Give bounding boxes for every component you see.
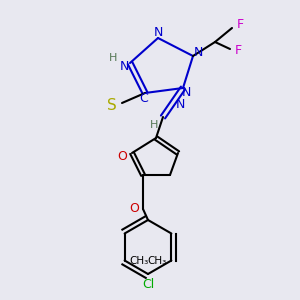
Text: H: H xyxy=(150,120,158,130)
Text: CH₃: CH₃ xyxy=(148,256,167,266)
Text: F: F xyxy=(236,17,244,31)
Text: Cl: Cl xyxy=(142,278,154,292)
Text: O: O xyxy=(117,149,127,163)
Text: CH₃: CH₃ xyxy=(129,256,148,266)
Text: N: N xyxy=(193,46,203,59)
Text: N: N xyxy=(181,85,191,98)
Text: N: N xyxy=(119,59,129,73)
Text: O: O xyxy=(129,202,139,214)
Text: C: C xyxy=(140,92,148,104)
Text: F: F xyxy=(234,44,242,58)
Text: N: N xyxy=(153,26,163,38)
Text: N: N xyxy=(175,98,185,110)
Text: H: H xyxy=(109,53,117,63)
Text: S: S xyxy=(107,98,117,113)
